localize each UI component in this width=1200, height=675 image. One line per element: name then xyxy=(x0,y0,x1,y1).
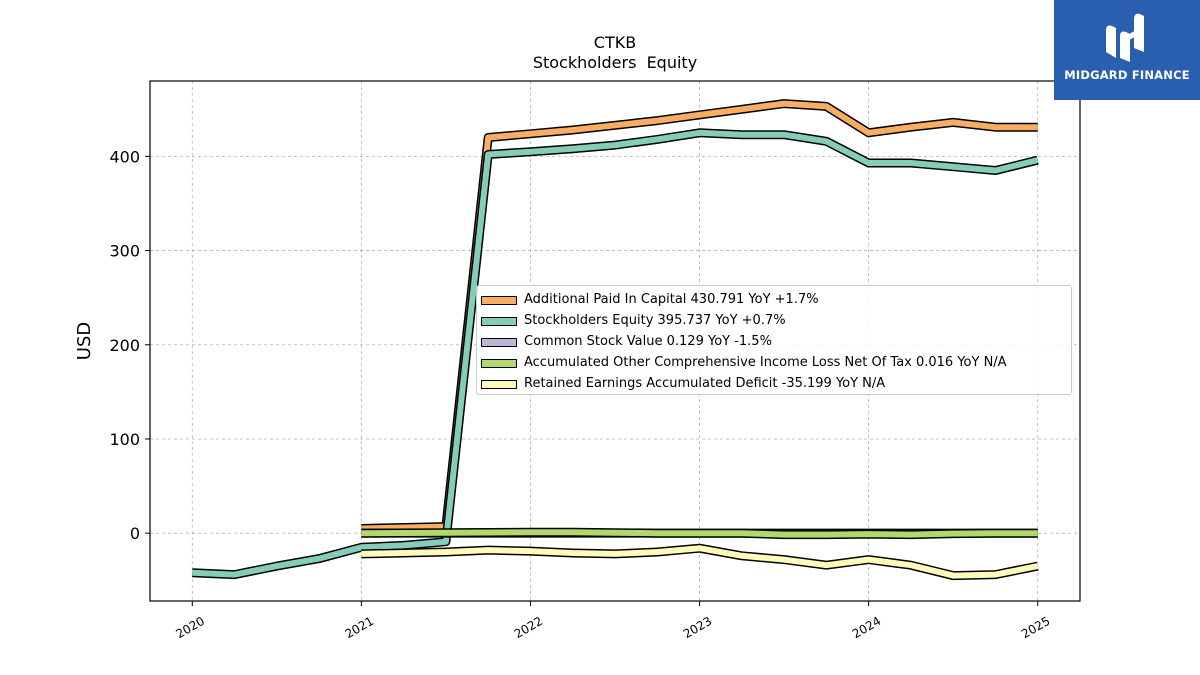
chart-legend: Additional Paid In Capital 430.791 YoY +… xyxy=(476,285,1072,395)
legend-swatch xyxy=(481,380,517,389)
x-tick-label: 2024 xyxy=(850,614,883,641)
y-tick-label: 400 xyxy=(109,147,140,166)
legend-item: Stockholders Equity 395.737 YoY +0.7% xyxy=(477,311,1071,332)
legend-label: Accumulated Other Comprehensive Income L… xyxy=(524,355,1007,370)
legend-item: Retained Earnings Accumulated Deficit -3… xyxy=(477,374,1071,395)
series-line xyxy=(361,100,1038,532)
brand-name: MIDGARD FINANCE xyxy=(1064,68,1190,82)
legend-swatch xyxy=(481,338,517,347)
legend-swatch xyxy=(481,296,517,305)
chart-subtitle: Stockholders Equity xyxy=(533,53,697,72)
y-tick-label: 300 xyxy=(109,242,140,261)
series-layer xyxy=(192,99,1039,581)
legend-item: Additional Paid In Capital 430.791 YoY +… xyxy=(477,290,1071,311)
y-tick-label: 100 xyxy=(109,430,140,449)
y-tick-label: 0 xyxy=(130,524,140,543)
series-line xyxy=(361,529,1038,538)
legend-label: Additional Paid In Capital 430.791 YoY +… xyxy=(524,292,819,307)
legend-swatch xyxy=(481,359,517,368)
y-axis-label: USD xyxy=(74,322,95,360)
logo-mark-icon xyxy=(1106,13,1144,62)
brand-logo: MIDGARD FINANCE xyxy=(1054,0,1200,100)
chart-title: CTKB xyxy=(594,33,636,52)
legend-label: Common Stock Value 0.129 YoY -1.5% xyxy=(524,334,772,349)
legend-item: Common Stock Value 0.129 YoY -1.5% xyxy=(477,332,1071,353)
legend-item: Accumulated Other Comprehensive Income L… xyxy=(477,353,1071,374)
legend-label: Retained Earnings Accumulated Deficit -3… xyxy=(524,376,886,391)
x-tick-label: 2022 xyxy=(512,614,545,641)
series-line xyxy=(192,129,1039,578)
legend-swatch xyxy=(481,317,517,326)
series-line xyxy=(361,545,1039,579)
y-tick-label: 200 xyxy=(109,336,140,355)
x-tick-label: 2025 xyxy=(1019,614,1052,641)
x-tick-label: 2020 xyxy=(174,614,207,641)
x-tick-label: 2021 xyxy=(343,614,376,641)
x-tick-label: 2023 xyxy=(681,614,714,641)
plot-frame xyxy=(149,80,1081,602)
legend-label: Stockholders Equity 395.737 YoY +0.7% xyxy=(524,313,786,328)
